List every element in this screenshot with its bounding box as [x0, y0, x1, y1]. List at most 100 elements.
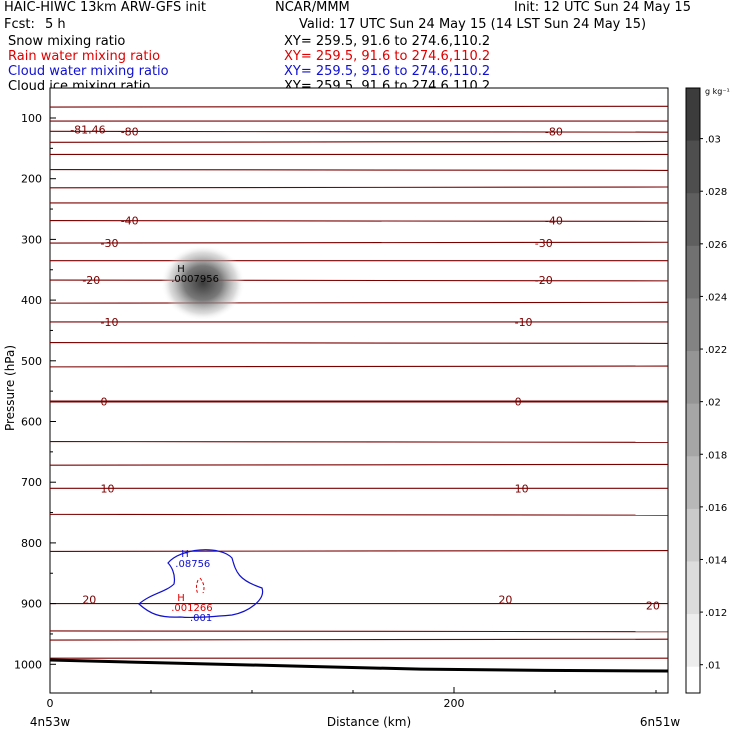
field-cloudwater-xy: XY= 259.5, 91.6 to 274.6,110.2 [284, 64, 491, 79]
y-axis-ticks: 100 200 300 400 500 600 700 800 900 1000 [14, 112, 56, 671]
x-tick-label: 200 [444, 697, 465, 710]
y-tick-label: 300 [21, 233, 42, 246]
isotherm-line [50, 130, 668, 133]
y-tick-label: 100 [21, 112, 42, 125]
init-time: Init: 12 UTC Sun 24 May 15 [514, 0, 691, 15]
isotherm-line [50, 301, 668, 304]
isotherm-label: 0 [515, 395, 522, 408]
y-axis-title: Pressure (hPa) [3, 345, 17, 431]
isotherm-line [50, 220, 668, 222]
field-rain-xy: XY= 259.5, 91.6 to 274.6,110.2 [284, 49, 491, 64]
colorbar-tick-label: .018 [705, 450, 727, 461]
colorbar-tick-label: .024 [705, 292, 727, 303]
isotherm-line [50, 342, 668, 344]
colorbar-tick-label: .014 [705, 555, 727, 566]
colorbar-tick-label: .03 [705, 135, 721, 146]
isotherm-label: -10 [101, 316, 119, 329]
isotherm-label: -30 [535, 237, 553, 250]
isotherm-label: -80 [121, 125, 139, 138]
colorbar-tick-label: .028 [705, 187, 727, 198]
isotherm-lines: -81.46 -80 -80-40 -40-30 -30-20 -20-10 -100 010… [50, 105, 668, 673]
y-tick-label: 200 [21, 173, 42, 186]
isotherm-line [50, 638, 668, 641]
field-snow-name: Snow mixing ratio [8, 34, 126, 49]
isotherm-label: 10 [101, 482, 115, 495]
fcst-value: 5 h [45, 17, 66, 32]
isotherm-line [50, 279, 668, 282]
snow-maximum-shading [161, 245, 245, 321]
colorbar-frame [685, 87, 701, 694]
colorbar-segment [686, 614, 700, 668]
colorbar-tick-label: .022 [705, 345, 727, 356]
colorbar-segment [686, 456, 700, 510]
colorbar: .03 .028 .026 .024 .022 .02 .018 .016 .014 .012 .0… [685, 87, 727, 720]
colorbar-segment [686, 88, 700, 142]
cloud-water-contour-label: .001 [190, 613, 212, 624]
isotherm-label: 20 [498, 593, 512, 606]
isotherm-line [50, 513, 668, 516]
valid-time: Valid: 17 UTC Sun 24 May 15 (14 LST Sun … [299, 17, 647, 32]
plot-frame [49, 87, 669, 694]
colorbar-segment [686, 351, 700, 405]
maximum-value: .001266 [171, 603, 212, 614]
x-axis-title: Distance (km) [327, 715, 411, 729]
colorbar-segment [686, 140, 700, 194]
isotherm-line [50, 241, 668, 244]
isotherm-line [50, 630, 668, 633]
isotherm-line [50, 186, 668, 189]
isotherm-label: -20 [82, 274, 100, 287]
field-rain-name: Rain water mixing ratio [8, 49, 161, 64]
y-tick-label: 600 [21, 416, 42, 429]
maximum-marker: H [181, 549, 189, 560]
isotherm-label: 20 [82, 593, 96, 606]
isotherm-label: 20 [646, 599, 660, 612]
y-tick-label: 400 [21, 294, 42, 307]
colorbar-segment [686, 403, 700, 457]
colorbar-segment [686, 298, 700, 352]
rain-water-contour [196, 577, 205, 595]
x-axis-ticks: 0 200 [47, 687, 657, 710]
fcst-label: Fcst: [4, 17, 35, 32]
y-tick-label: 500 [21, 355, 42, 368]
colorbar-unit: g kg⁻¹ [705, 87, 730, 96]
colorbar-tick-label: .02 [705, 398, 721, 409]
org-label: NCAR/MMM [275, 0, 350, 15]
y-tick-label: 1000 [14, 658, 42, 671]
colorbar-segment [686, 245, 700, 299]
isotherm-line [50, 365, 668, 368]
colorbar-segment [686, 193, 700, 247]
colorbar-segment [686, 561, 700, 615]
colorbar-tick-label: .026 [705, 240, 727, 251]
isotherm-line [50, 463, 668, 466]
maximum-value: .0007956 [171, 274, 219, 285]
isotherm-line [50, 140, 668, 143]
x-start-location: 4n53w [30, 715, 71, 729]
maximum-value: .08756 [175, 559, 210, 570]
isotherm-label: -30 [101, 237, 119, 250]
colorbar-tick-label: .016 [705, 503, 727, 514]
isotherm-label: -20 [535, 274, 553, 287]
isotherm-label: -81.46 [70, 124, 105, 137]
maximum-marker: H [177, 264, 185, 275]
colorbar-tick-label: .012 [705, 608, 727, 619]
isotherm-line [50, 440, 668, 443]
isotherm-label: 0 [101, 395, 108, 408]
maximum-marker: H [177, 593, 185, 604]
isotherm-label: -10 [515, 316, 533, 329]
model-title: HAIC-HIWC 13km ARW-GFS init [4, 0, 206, 15]
isotherm-label: -40 [545, 215, 563, 228]
isotherm-label: -40 [121, 215, 139, 228]
isotherm-label: -80 [545, 125, 563, 138]
x-end-location: 6n51w [640, 715, 681, 729]
cloud-water-contour [138, 549, 264, 618]
y-tick-label: 700 [21, 476, 42, 489]
field-cloudwater-name: Cloud water mixing ratio [8, 64, 169, 79]
y-tick-label: 800 [21, 537, 42, 550]
colorbar-segment [686, 508, 700, 562]
surface-pressure-line [50, 658, 668, 673]
isotherm-line [50, 550, 668, 552]
isotherm-label: 10 [515, 482, 529, 495]
colorbar-tick-label: .01 [705, 661, 721, 672]
